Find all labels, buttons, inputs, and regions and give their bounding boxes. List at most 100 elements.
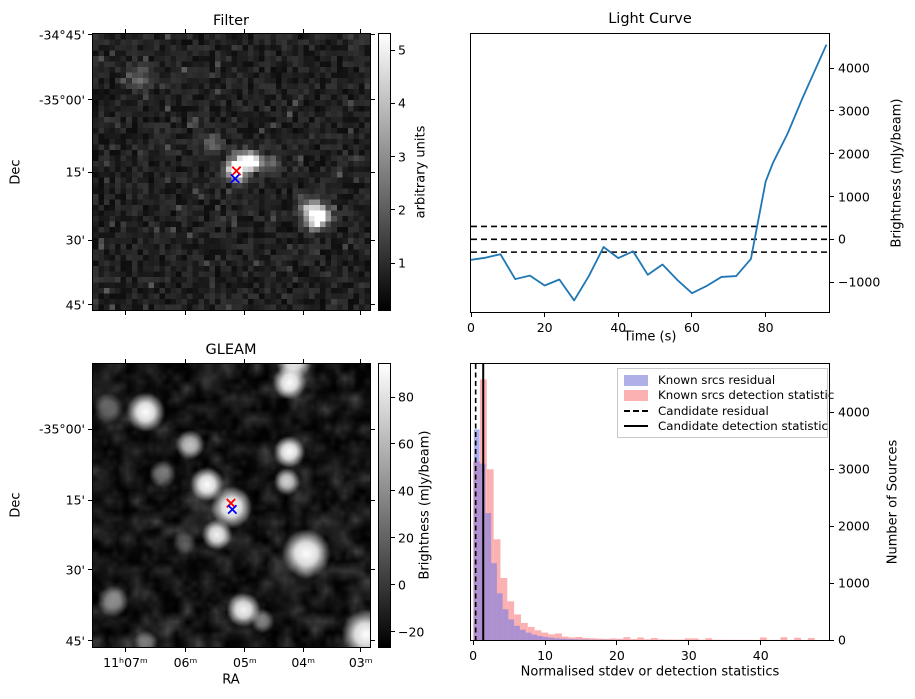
tick-label: 06ᵐ [173,655,198,670]
known-srcs-residual-bar [577,639,584,640]
legend-row-known-residual: Known srcs residual [624,373,821,387]
gleam-colorbar [378,363,391,648]
candidate-position-blue-cross [230,173,240,184]
tick-mark [544,313,546,317]
tick-mark [391,490,395,492]
tick-mark [360,311,362,315]
known-srcs-detection-bar [548,634,556,640]
tick-label: 0 [398,577,406,593]
known-srcs-detection-bar [650,638,658,640]
legend-row-candidate-detection: Candidate detection statistic [624,419,828,433]
light-curve-title: Light Curve [608,11,692,27]
tick-mark [184,648,186,652]
known-srcs-detection-bar [643,639,651,640]
tick-mark [472,641,474,645]
tick-label: 3 [398,149,406,165]
known-srcs-residual-bar [560,638,566,640]
tick-mark [691,313,693,317]
tick-mark [371,640,375,642]
tick-label: -34°45' [38,27,85,43]
candidate-residual-line-sample [624,409,648,412]
tick-label: 20 [608,648,625,663]
legend-label-known-residual: Known srcs residual [658,373,776,387]
known-srcs-detection-bar [568,637,576,640]
known-srcs-detection-swatch [624,389,648,401]
tick-mark [371,239,375,241]
tick-mark [391,49,395,51]
tick-label: 4000 [838,60,870,76]
light-curve-ylabel: Brightness (mJy/beam) [889,98,905,248]
tick-label: 0 [467,320,475,335]
light-curve-axes [470,33,830,313]
known-srcs-detection-bar [630,638,638,640]
tick-label: −1000 [838,274,881,290]
tick-mark [124,359,126,363]
tick-mark [830,67,834,69]
tick-mark [302,648,304,652]
histogram-xlabel: Normalised stdev or detection statistics [520,664,780,680]
known-srcs-residual-bar [548,637,555,640]
tick-label: 60 [684,320,700,335]
candidate-position-blue-cross [227,504,238,515]
tick-mark [244,29,246,33]
known-srcs-detection-bar [500,577,508,640]
tick-label: 0 [838,231,846,247]
filter-colorbar-label: arbitrary units [413,125,429,219]
filter-axes [92,33,371,311]
tick-label: 60 [398,436,414,452]
tick-mark [544,641,546,645]
legend-label-candidate-detection: Candidate detection statistic [658,418,828,433]
legend-row-known-detection: Known srcs detection statistic [624,388,834,402]
tick-mark [830,582,834,584]
legend-label-candidate-residual: Candidate residual [658,403,769,418]
known-srcs-detection-bar [657,639,665,640]
known-srcs-detection-bar [759,637,767,640]
tick-label: 15' [65,492,85,508]
candidate-position-red-cross [231,166,242,176]
tick-mark [360,359,362,363]
filter-colorbar [378,33,391,311]
tick-mark [371,304,375,306]
tick-mark [184,311,186,315]
tick-label: 30 [680,648,697,663]
tick-mark [391,262,395,264]
tick-mark [371,499,375,501]
tick-mark [830,110,834,112]
tick-label: 20 [398,530,414,546]
tick-label: -35°00' [38,92,85,108]
tick-mark [124,311,126,315]
tick-mark [391,584,395,586]
known-srcs-detection-bar [596,638,603,640]
tick-mark [371,428,375,430]
tick-label: 2000 [838,146,870,162]
known-srcs-detection-bar [637,637,644,640]
tick-mark [244,311,246,315]
legend-label-known-detection: Known srcs detection statistic [658,388,835,403]
known-srcs-detection-bar [582,638,590,640]
known-srcs-residual-bar [508,619,515,640]
known-srcs-residual-bar [537,636,543,640]
tick-mark [830,238,834,240]
known-srcs-detection-bar [807,638,815,640]
tick-mark [371,171,375,173]
tick-label: 4000 [838,404,870,420]
tick-label: 1000 [838,189,870,205]
known-srcs-detection-bar [561,636,569,640]
known-srcs-residual-swatch [624,374,648,386]
tick-label: 0 [838,632,846,648]
tick-mark [617,313,619,317]
tick-mark [391,631,395,633]
tick-label: 15' [65,164,85,180]
known-srcs-detection-bar [780,637,788,640]
gleam-colorbar-label: Brightness (mJy/beam) [417,430,433,580]
tick-mark [302,29,304,33]
tick-mark [88,34,92,36]
filter-ylabel: Dec [8,159,24,185]
tick-label: 2000 [838,518,870,534]
tick-mark [88,499,92,501]
known-srcs-detection-bar [493,539,501,640]
known-srcs-residual-bar [542,637,549,640]
light-curve-plot [470,44,829,302]
tick-mark [88,428,92,430]
